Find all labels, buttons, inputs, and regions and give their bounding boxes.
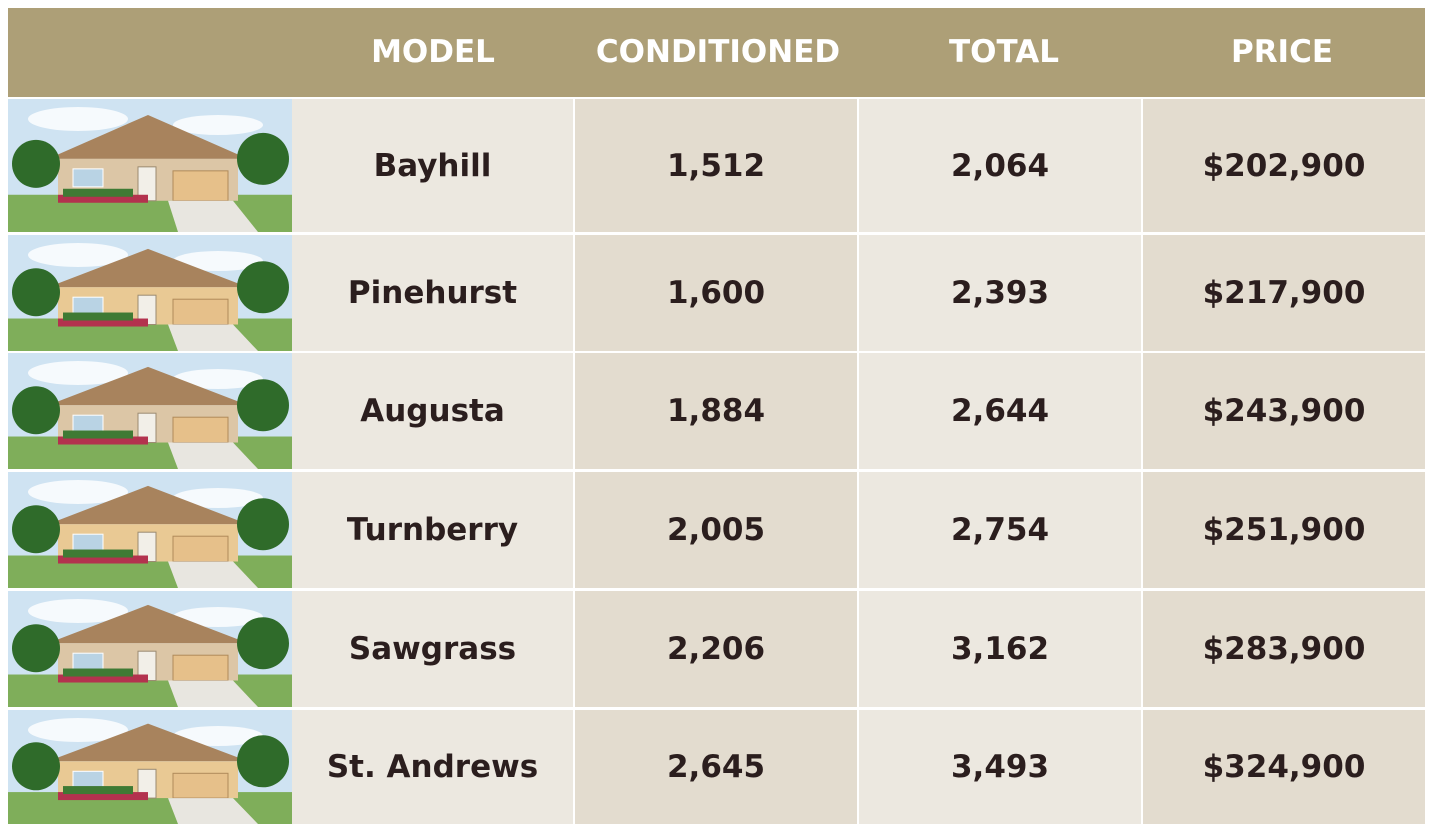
house-art [173, 536, 228, 561]
cell-value: 2,754 [951, 512, 1049, 548]
house-art [63, 313, 133, 321]
model-name: Bayhill [374, 148, 492, 184]
model-name: Sawgrass [349, 631, 516, 667]
cell-value: 1,884 [667, 393, 765, 429]
cell-value: 2,645 [667, 749, 765, 785]
house-image [8, 99, 292, 232]
column-header: PRICE [1231, 8, 1333, 97]
house-art [12, 742, 60, 790]
house-art [73, 534, 103, 552]
cell-value: $251,900 [1203, 512, 1366, 548]
model-name: Turnberry [347, 512, 518, 548]
cell-value: 2,005 [667, 512, 765, 548]
house-image [8, 591, 292, 707]
house-art [73, 653, 103, 671]
house-art [12, 140, 60, 188]
cell-value: 1,600 [667, 275, 765, 311]
cell-value: 2,064 [951, 148, 1049, 184]
house-art [173, 299, 228, 324]
house-art [12, 268, 60, 316]
cell-value: $324,900 [1203, 749, 1366, 785]
cell-value: $202,900 [1203, 148, 1366, 184]
house-art [73, 415, 103, 433]
cell-value: 3,162 [951, 631, 1049, 667]
house-image [8, 472, 292, 588]
house-art [73, 297, 103, 315]
house-art [237, 379, 289, 431]
house-art [173, 417, 228, 442]
house-image [8, 235, 292, 351]
cell-value: 3,493 [951, 749, 1049, 785]
column-header: CONDITIONED [596, 8, 840, 97]
column-header: TOTAL [949, 8, 1059, 97]
cell-value: $283,900 [1203, 631, 1366, 667]
house-art [63, 550, 133, 558]
house-art [173, 655, 228, 680]
house-art [63, 189, 133, 197]
house-art [12, 386, 60, 434]
cell-value: 2,644 [951, 393, 1049, 429]
house-art [63, 669, 133, 677]
house-art [237, 261, 289, 313]
cell-value: 2,206 [667, 631, 765, 667]
house-art [237, 498, 289, 550]
house-art [173, 171, 228, 201]
house-art [28, 107, 128, 131]
house-art [63, 786, 133, 794]
house-art [63, 431, 133, 439]
model-name: Augusta [360, 393, 505, 429]
house-art [12, 505, 60, 553]
house-art [12, 624, 60, 672]
house-image [8, 353, 292, 469]
house-art [237, 617, 289, 669]
column-header: MODEL [371, 8, 495, 97]
model-name: St. Andrews [327, 749, 538, 785]
house-art [237, 735, 289, 787]
house-art [73, 169, 103, 187]
model-name: Pinehurst [348, 275, 517, 311]
cell-value: 1,512 [667, 148, 765, 184]
house-image [8, 710, 292, 824]
page: (() => { const data = JSON.parse(documen… [0, 0, 1430, 824]
house-art [237, 133, 289, 185]
house-art [173, 773, 228, 798]
cell-value: $217,900 [1203, 275, 1366, 311]
cell-value: $243,900 [1203, 393, 1366, 429]
cell-value: 2,393 [951, 275, 1049, 311]
